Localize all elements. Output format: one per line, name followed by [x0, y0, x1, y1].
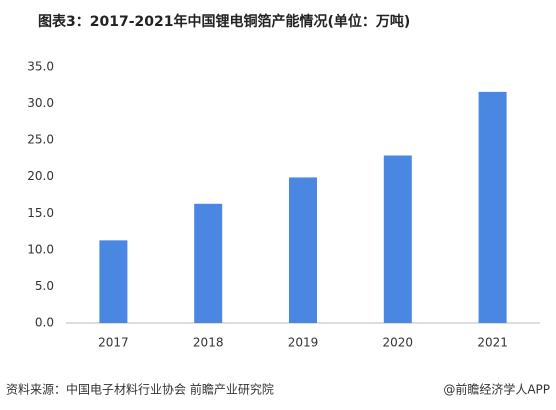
bar	[99, 240, 128, 323]
y-tick-label: 15.0	[27, 206, 54, 220]
x-tick-label: 2017	[98, 336, 129, 350]
credit: @前瞻经济学人APP	[443, 382, 550, 397]
y-tick-label: 35.0	[27, 60, 54, 74]
y-tick-label: 20.0	[27, 169, 54, 183]
y-tick-label: 0.0	[35, 316, 54, 330]
bar	[383, 155, 412, 323]
y-tick-label: 30.0	[27, 96, 54, 110]
x-tick-label: 2020	[383, 336, 414, 350]
chart-title: 图表3：2017-2021年中国锂电铜箔产能情况(单位：万吨)	[38, 13, 410, 30]
bar	[194, 203, 223, 323]
source: 资料来源：中国电子材料行业协会 前瞻产业研究院	[6, 382, 274, 397]
x-tick-label: 2018	[193, 336, 224, 350]
y-tick-label: 25.0	[27, 133, 54, 147]
bar	[289, 177, 317, 323]
y-tick-label: 10.0	[27, 242, 54, 256]
bar	[478, 91, 507, 324]
x-tick-label: 2021	[477, 336, 508, 350]
y-tick-label: 5.0	[35, 279, 54, 293]
x-tick-label: 2019	[288, 336, 319, 350]
